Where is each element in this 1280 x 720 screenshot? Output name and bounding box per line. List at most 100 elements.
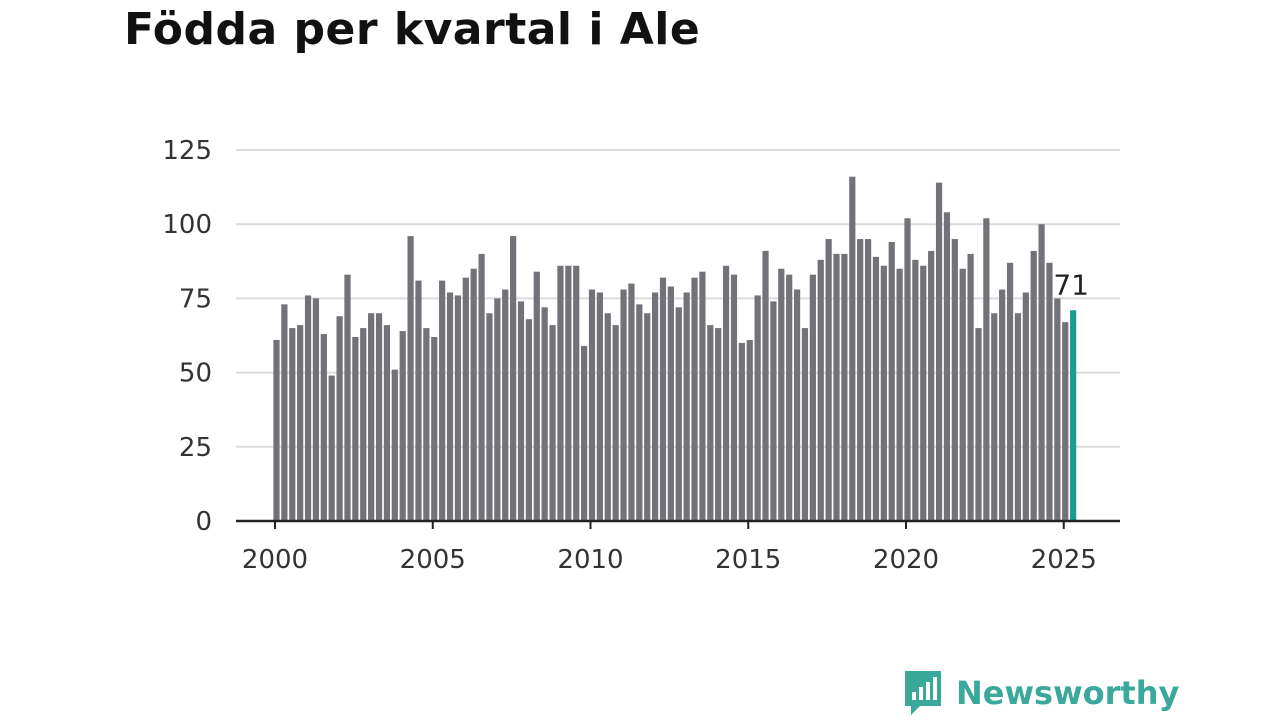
bar xyxy=(675,307,682,521)
bar xyxy=(801,328,809,521)
bar xyxy=(368,313,375,521)
bar xyxy=(423,328,430,521)
bar xyxy=(730,274,738,521)
last-value-label: 71 xyxy=(1053,268,1089,301)
y-tick-label: 0 xyxy=(195,507,212,537)
bar xyxy=(1030,250,1037,521)
bar xyxy=(399,331,406,521)
bar xyxy=(289,328,296,521)
bar xyxy=(715,328,722,521)
bar xyxy=(312,298,320,521)
bar xyxy=(920,265,927,521)
bar xyxy=(928,250,935,521)
bar xyxy=(754,295,761,521)
bar xyxy=(809,274,816,521)
bar xyxy=(439,280,446,521)
bar xyxy=(328,375,335,521)
bar xyxy=(510,236,517,521)
bar xyxy=(793,289,801,521)
bar xyxy=(344,274,351,521)
x-tick-label: 2020 xyxy=(873,545,939,575)
bar xyxy=(935,182,943,521)
bar xyxy=(999,289,1006,521)
bar xyxy=(581,345,588,521)
bar xyxy=(596,292,603,521)
bar xyxy=(352,336,359,521)
bar xyxy=(699,271,706,521)
bar xyxy=(1038,224,1045,521)
bar xyxy=(644,313,651,521)
bar xyxy=(849,176,856,521)
x-tick-label: 2010 xyxy=(557,545,623,575)
bar xyxy=(1054,298,1061,521)
bar xyxy=(959,268,966,521)
bar xyxy=(659,277,667,521)
chart-title: Födda per kvartal i Ale xyxy=(124,4,701,55)
bar xyxy=(391,369,398,521)
bar xyxy=(494,298,501,521)
bar xyxy=(722,265,730,521)
y-axis-ticks: 0 25 50 75 100 125 xyxy=(162,136,212,537)
bar xyxy=(975,328,982,521)
bar xyxy=(991,313,998,521)
bar xyxy=(951,239,958,522)
bar xyxy=(738,342,745,521)
bar xyxy=(612,325,619,521)
bar xyxy=(896,268,903,521)
bar xyxy=(833,253,840,521)
bar xyxy=(983,218,990,521)
bar xyxy=(786,274,793,521)
bar xyxy=(502,289,509,521)
bar xyxy=(817,259,824,521)
bar xyxy=(857,239,864,522)
bar xyxy=(478,253,485,521)
bar xyxy=(273,339,280,521)
bar xyxy=(872,256,880,521)
x-axis-ticks: 2000 2005 2010 2015 2020 2025 xyxy=(242,521,1097,575)
bar xyxy=(454,295,462,521)
bar xyxy=(297,325,304,521)
bar xyxy=(407,236,414,521)
bar xyxy=(320,334,327,521)
bar xyxy=(888,242,895,521)
bar xyxy=(652,292,659,521)
bar xyxy=(825,239,832,522)
y-tick-label: 25 xyxy=(179,433,212,463)
bar xyxy=(470,268,477,521)
bar xyxy=(880,265,887,521)
bar xyxy=(549,325,556,521)
bar xyxy=(525,319,532,521)
bar xyxy=(415,280,422,521)
x-tick-label: 2025 xyxy=(1031,545,1097,575)
x-tick-label: 2005 xyxy=(400,545,466,575)
bar xyxy=(281,304,288,521)
bar xyxy=(517,301,525,521)
bar xyxy=(462,277,469,521)
bar xyxy=(1022,292,1029,521)
bars xyxy=(273,176,1077,522)
bar xyxy=(943,212,951,521)
bar xyxy=(588,289,596,521)
newsworthy-logo-text: Newsworthy xyxy=(956,674,1180,712)
bar xyxy=(636,304,643,521)
bar xyxy=(683,292,690,521)
bar xyxy=(431,336,438,521)
newsworthy-logo: Newsworthy xyxy=(902,668,1179,718)
bar xyxy=(770,301,777,521)
bar xyxy=(360,328,367,521)
bar xyxy=(446,292,454,521)
bar xyxy=(375,313,383,521)
bar xyxy=(1046,262,1053,521)
newsworthy-logo-icon xyxy=(905,671,941,715)
bar xyxy=(1006,262,1014,521)
bar xyxy=(565,265,572,521)
bar xyxy=(691,277,698,521)
y-tick-label: 75 xyxy=(179,284,212,314)
bar xyxy=(383,325,391,521)
bar xyxy=(628,283,635,521)
bar xyxy=(336,316,343,521)
bar xyxy=(912,259,919,521)
bar xyxy=(778,268,785,521)
bar xyxy=(573,265,580,521)
